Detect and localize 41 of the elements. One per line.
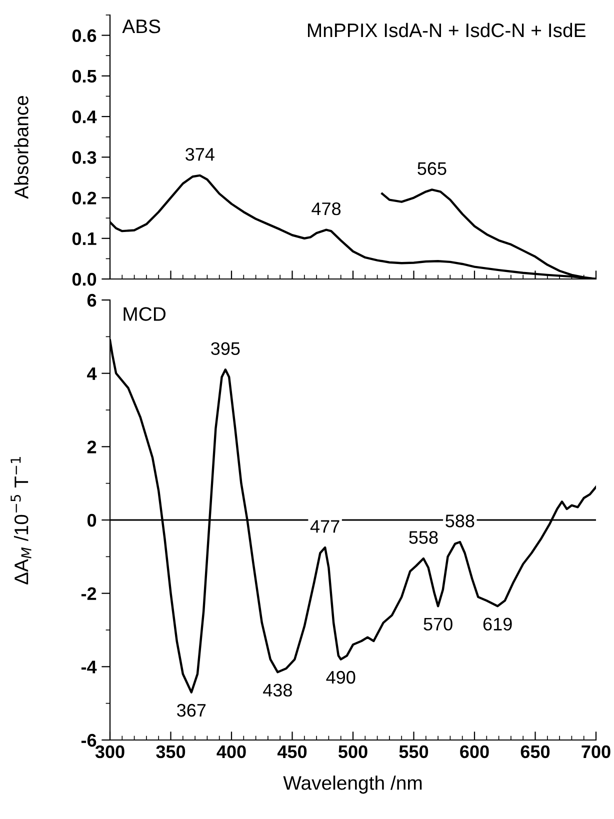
x-tick-label: 300 <box>95 745 124 758</box>
annotation: 478 <box>312 202 341 216</box>
y-axis-title: ΔA$_{M}$ /10$^{−5}$ T$^{−1}$ <box>10 457 32 584</box>
chart-title: MnPPIX IsdA-N + IsdC-N + IsdE <box>308 22 586 38</box>
y-tick-label: 0 <box>87 514 96 527</box>
annotation: 558 <box>409 531 438 544</box>
y-tick-label: 0.3 <box>72 151 96 164</box>
annotation: 619 <box>483 618 512 631</box>
x-tick-label: 700 <box>582 745 610 758</box>
y-tick-label: 0.4 <box>72 110 97 124</box>
x-tick-label: 500 <box>338 745 368 758</box>
y-tick-label: 0.1 <box>72 232 96 246</box>
y-tick-label: 6 <box>87 294 96 307</box>
y-tick-label: 0.0 <box>72 272 96 286</box>
annotation: 374 <box>186 148 214 161</box>
y-tick-label: -6 <box>81 734 96 747</box>
y-tick-label: -4 <box>81 660 97 674</box>
y-tick-label: -2 <box>81 587 96 600</box>
y-tick-label: 0.6 <box>72 29 96 42</box>
y-tick-label: 0.2 <box>72 192 96 204</box>
annotation: 477 <box>310 520 340 533</box>
annotation: 565 <box>418 162 446 175</box>
annotation: 490 <box>326 670 356 684</box>
x-tick-label: 400 <box>216 745 246 758</box>
y-tick-label: 0.5 <box>72 70 96 83</box>
annotation: MCD <box>124 307 166 321</box>
x-tick-label: 650 <box>520 745 550 758</box>
x-axis-title: Wavelength /nm <box>283 776 422 794</box>
x-tick-label: 600 <box>460 745 489 758</box>
x-tick-label: 550 <box>399 745 428 758</box>
y-tick-label: 4 <box>87 367 97 380</box>
annotation: ABS <box>122 19 160 34</box>
y-axis-title: Absorbance <box>14 96 28 199</box>
annotation: 367 <box>177 704 206 717</box>
x-tick-label: 450 <box>277 745 307 758</box>
annotation: 570 <box>424 618 452 631</box>
annotation: 588 <box>446 514 474 528</box>
annotation: 395 <box>211 342 240 355</box>
x-tick-label: 350 <box>156 745 186 758</box>
annotation: 438 <box>263 684 292 697</box>
y-tick-label: 2 <box>87 440 96 454</box>
